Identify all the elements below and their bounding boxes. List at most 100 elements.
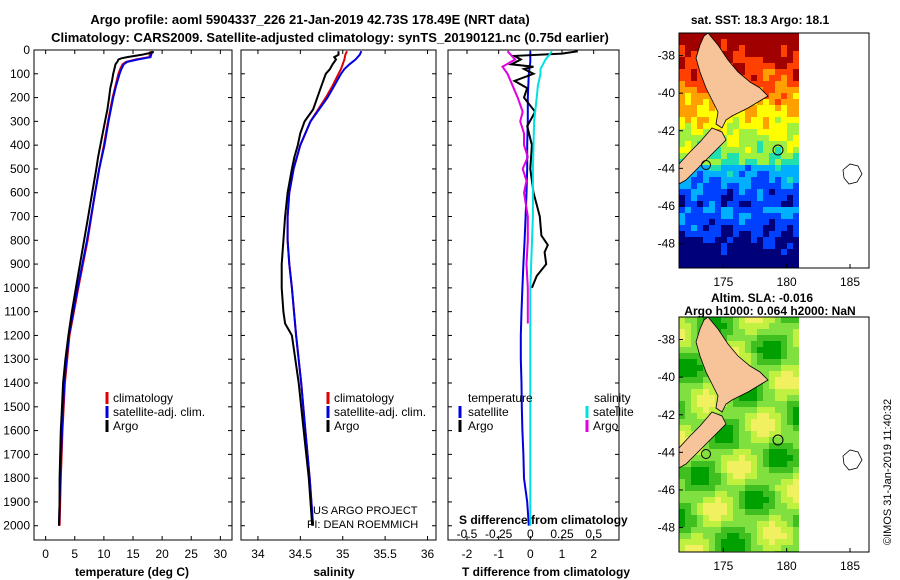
sla-cell <box>763 353 769 359</box>
sst-cell <box>763 243 769 249</box>
sla-cell <box>739 317 745 323</box>
sla-cell <box>685 323 691 329</box>
sst-cell <box>679 231 685 237</box>
x-tick-label: -1 <box>493 547 504 561</box>
sla-cell <box>763 443 769 449</box>
sst-cell <box>793 81 799 87</box>
sla-cell <box>715 407 721 413</box>
sla-cell <box>691 341 697 347</box>
sla-cell <box>727 437 733 443</box>
sst-map: sat. SST: 18.3 Argo: 18.1 175 180 185 -38 -4… <box>658 13 870 289</box>
sst-cell <box>787 183 793 189</box>
sla-cell <box>739 527 745 533</box>
sst-cell <box>679 249 685 255</box>
sst-cell <box>769 33 775 39</box>
sst-cell <box>739 201 745 207</box>
sst-cell <box>751 255 757 261</box>
sst-cell <box>679 81 685 87</box>
sst-cell <box>727 201 733 207</box>
sla-cell <box>757 365 763 371</box>
sla-map-title2: Argo h1000: 0.064 h2000: NaN <box>684 304 855 318</box>
legend-temperature-title: temperature <box>468 391 533 405</box>
sla-cell <box>727 533 733 539</box>
sla-cell <box>769 371 775 377</box>
sla-cell <box>703 527 709 533</box>
sst-cell <box>787 117 793 123</box>
sst-cell <box>739 69 745 75</box>
x-tick-label: 0 <box>42 547 49 561</box>
sla-cell <box>685 335 691 341</box>
sla-cell <box>727 473 733 479</box>
sla-cell <box>697 503 703 509</box>
sla-cell <box>763 431 769 437</box>
north-island <box>695 317 769 413</box>
sla-cell <box>703 497 709 503</box>
sst-cell <box>679 45 685 51</box>
sst-cell <box>697 33 703 39</box>
sla-cell <box>739 467 745 473</box>
sst-cell <box>715 219 721 225</box>
sst-cell <box>769 63 775 69</box>
sla-cell <box>733 497 739 503</box>
y-tick-label: 300 <box>10 114 30 128</box>
sla-cell <box>727 323 733 329</box>
sla-cell <box>763 455 769 461</box>
sla-cell <box>757 509 763 515</box>
sst-cell <box>679 63 685 69</box>
sst-cell <box>769 51 775 57</box>
sst-cell <box>733 51 739 57</box>
sla-cell <box>793 479 799 485</box>
sla-cell <box>757 395 763 401</box>
sla-cell <box>769 485 775 491</box>
sst-cell <box>751 51 757 57</box>
sla-cell <box>787 539 793 545</box>
map-y-tick-label: -46 <box>658 199 676 213</box>
sla-cell <box>709 515 715 521</box>
sst-cell <box>793 135 799 141</box>
sla-cell <box>697 377 703 383</box>
sst-cell <box>793 33 799 39</box>
project-annotation: US ARGO PROJECT <box>313 505 418 517</box>
sst-cell <box>763 63 769 69</box>
sst-cell <box>739 207 745 213</box>
sla-cell <box>721 317 727 323</box>
sst-cell <box>793 141 799 147</box>
sst-cell <box>697 165 703 171</box>
sst-cell <box>787 123 793 129</box>
sst-cell <box>721 249 727 255</box>
sst-cell <box>751 57 757 63</box>
sla-cell <box>763 341 769 347</box>
sst-cell <box>727 171 733 177</box>
sla-cell <box>679 401 685 407</box>
difference-legend: temperature satellite Argo salinity sate… <box>458 391 634 527</box>
sst-cell <box>685 111 691 117</box>
sst-cell <box>757 75 763 81</box>
sla-cell <box>781 473 787 479</box>
x-tick-label: 15 <box>126 547 140 561</box>
sst-cell <box>703 243 709 249</box>
sla-cell <box>751 323 757 329</box>
sst-cell <box>745 45 751 51</box>
legend-s-satellite-label: satellite <box>593 405 634 419</box>
sla-cell <box>709 389 715 395</box>
sst-cell <box>721 183 727 189</box>
sla-cell <box>703 389 709 395</box>
sst-cell <box>787 135 793 141</box>
sst-cell <box>787 213 793 219</box>
sst-cell <box>775 135 781 141</box>
sst-cell <box>685 45 691 51</box>
sla-cell <box>751 419 757 425</box>
sla-cell <box>751 467 757 473</box>
sla-cell <box>685 377 691 383</box>
sst-cell <box>727 165 733 171</box>
sst-cell <box>691 243 697 249</box>
sla-cell <box>739 491 745 497</box>
temperature-legend: climatology satellite-adj. clim. Argo <box>105 391 205 433</box>
sst-cell <box>721 195 727 201</box>
sst-cell <box>775 219 781 225</box>
sla-cell <box>733 335 739 341</box>
sla-cell <box>745 353 751 359</box>
sst-cell <box>679 93 685 99</box>
sst-cell <box>793 225 799 231</box>
y-tick-label: 1200 <box>3 328 30 342</box>
